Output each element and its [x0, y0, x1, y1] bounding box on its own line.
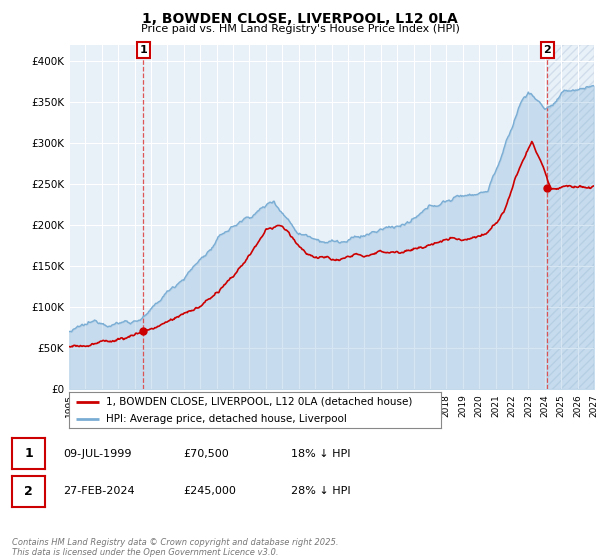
Text: 27-FEB-2024: 27-FEB-2024	[63, 487, 134, 496]
Text: £245,000: £245,000	[183, 487, 236, 496]
Text: 09-JUL-1999: 09-JUL-1999	[63, 449, 131, 459]
Text: 2: 2	[24, 485, 33, 498]
Text: HPI: Average price, detached house, Liverpool: HPI: Average price, detached house, Live…	[106, 414, 347, 423]
Text: £70,500: £70,500	[183, 449, 229, 459]
Text: 1, BOWDEN CLOSE, LIVERPOOL, L12 0LA (detached house): 1, BOWDEN CLOSE, LIVERPOOL, L12 0LA (det…	[106, 397, 413, 407]
Text: 28% ↓ HPI: 28% ↓ HPI	[291, 487, 350, 496]
Text: 2: 2	[544, 45, 551, 55]
Text: 1: 1	[139, 45, 147, 55]
Text: 18% ↓ HPI: 18% ↓ HPI	[291, 449, 350, 459]
Text: Price paid vs. HM Land Registry's House Price Index (HPI): Price paid vs. HM Land Registry's House …	[140, 24, 460, 34]
Text: 1, BOWDEN CLOSE, LIVERPOOL, L12 0LA: 1, BOWDEN CLOSE, LIVERPOOL, L12 0LA	[142, 12, 458, 26]
Text: 1: 1	[24, 447, 33, 460]
Text: Contains HM Land Registry data © Crown copyright and database right 2025.
This d: Contains HM Land Registry data © Crown c…	[12, 538, 338, 557]
